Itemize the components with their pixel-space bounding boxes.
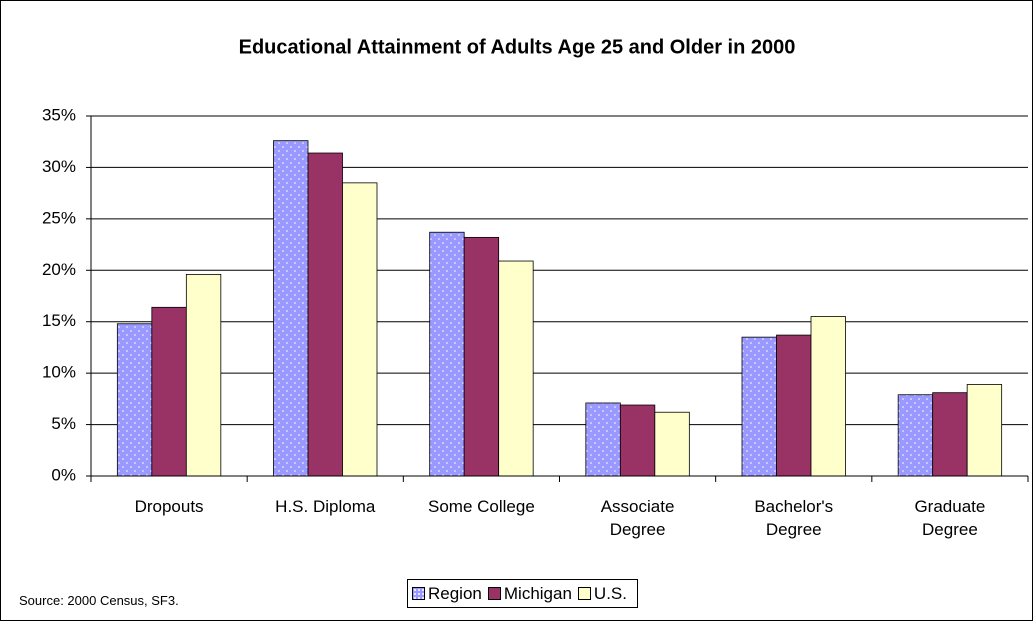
bar: [463, 236, 500, 477]
bar: [654, 411, 690, 477]
y-tick-label: 25%: [42, 208, 76, 227]
legend-item: Region: [412, 584, 482, 604]
x-tick-label: Associate Degree: [600, 497, 675, 539]
legend-swatch: [577, 587, 591, 600]
legend-swatch: [487, 587, 501, 600]
legend-label: Michigan: [503, 583, 572, 603]
y-tick-label: 5%: [51, 414, 76, 433]
x-tick-label: Dropouts: [134, 497, 204, 516]
bar: [273, 140, 309, 477]
bar: [307, 152, 343, 477]
bar: [741, 336, 777, 477]
bar: [619, 404, 656, 477]
bar: [151, 306, 187, 477]
x-tick-label: H.S. Diploma: [275, 497, 376, 516]
bar: [810, 316, 846, 477]
x-tick-label: Some College: [428, 497, 535, 516]
y-tick-label: 20%: [42, 260, 76, 279]
bar: [585, 402, 621, 477]
bar: [897, 394, 934, 477]
bar: [966, 384, 1003, 477]
y-tick-label: 10%: [42, 363, 76, 382]
bar: [429, 231, 465, 477]
legend-item: U.S.: [577, 583, 627, 604]
bar: [116, 323, 153, 477]
chart-title: Educational Attainment of Adults Age 25 …: [239, 36, 796, 58]
bar: [498, 260, 534, 477]
bar: [932, 392, 968, 477]
x-tick-label: Graduate Degree: [914, 497, 986, 539]
bar: [185, 273, 222, 477]
x-tick-label: Bachelor's Degree: [754, 497, 834, 539]
source-note: Source: 2000 Census, SF3.: [19, 593, 179, 608]
y-tick-label: 35%: [42, 105, 76, 124]
legend-swatch: [412, 587, 425, 600]
legend-item: Michigan: [487, 583, 572, 604]
legend-label: Region: [428, 583, 482, 603]
bar: [342, 182, 378, 477]
legend: Region Michigan U.S.: [407, 579, 638, 608]
bar: [776, 334, 812, 477]
y-tick-label: 15%: [42, 311, 76, 330]
legend-label: U.S.: [593, 583, 627, 603]
y-tick-label: 30%: [42, 157, 76, 176]
y-tick-label: 0%: [51, 465, 76, 484]
